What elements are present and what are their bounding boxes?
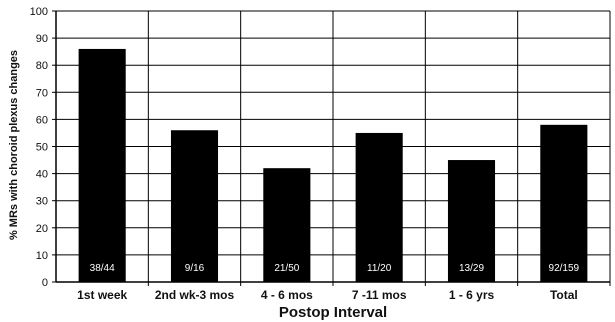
bar-1 [170,130,219,282]
bar-3 [355,132,403,282]
x-tick-label: 7 -11 mos [352,288,407,302]
x-axis-title: Postop Interval [279,304,387,321]
bar-5 [540,124,588,282]
y-tick-label: 10 [36,250,48,262]
bar-4 [447,160,496,282]
y-axis-title: % MRs with choroid plexus changes [8,50,20,240]
bar-data-label: 92/159 [549,263,580,274]
y-tick-label: 100 [30,6,48,18]
y-tick-label: 60 [36,114,48,126]
y-tick-label: 40 [36,169,48,181]
grid-layer [55,10,611,286]
bar-2 [263,168,311,282]
y-tick-label: 80 [36,60,48,72]
y-tick-label: 0 [42,277,48,289]
bar-data-label: 38/44 [90,263,115,274]
bar-0 [78,48,126,282]
x-tick-label: Total [550,288,578,302]
bar-data-label: 21/50 [274,263,299,274]
y-tick-label: 70 [36,87,48,99]
label-layer: 38/44 9/16 21/50 11/20 13/29 92/159 [90,263,580,274]
y-tick-label: 20 [36,223,48,235]
axis-layer: 0 10 20 30 40 50 60 70 80 90 100 1st week 2nd wk-3 m… [30,6,610,302]
bar-data-label: 11/20 [367,263,392,274]
bar-layer [78,48,588,282]
y-tick-label: 30 [36,196,48,208]
bar-data-label: 9/16 [185,263,205,274]
x-tick-label: 1st week [77,288,127,302]
y-tick-label: 50 [36,142,48,154]
x-tick-label: 2nd wk-3 mos [155,288,235,302]
bar-data-label: 13/29 [459,263,484,274]
x-tick-label: 4 - 6 mos [261,288,313,302]
x-tick-label: 1 - 6 yrs [449,288,495,302]
y-tick-label: 90 [36,33,48,45]
